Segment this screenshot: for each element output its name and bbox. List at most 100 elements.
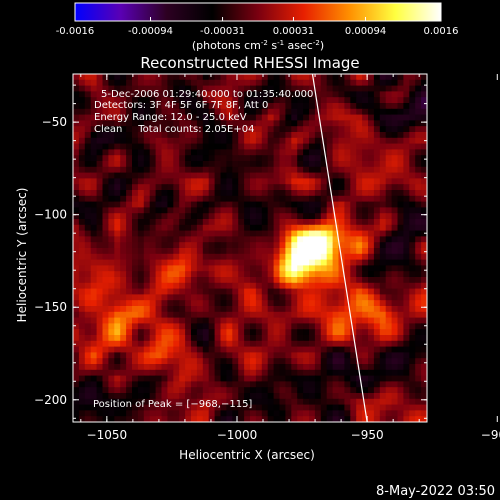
heatmap-cell bbox=[415, 79, 422, 87]
heatmap-cell bbox=[385, 85, 393, 92]
heatmap-cell bbox=[179, 248, 186, 255]
heatmap-cell bbox=[291, 103, 298, 110]
heatmap-cell bbox=[120, 288, 127, 295]
heatmap-cell bbox=[238, 172, 245, 179]
heatmap-cell bbox=[368, 329, 375, 336]
heatmap-cell bbox=[309, 126, 316, 133]
heatmap-cell bbox=[385, 329, 393, 336]
heatmap-cell bbox=[326, 393, 334, 400]
heatmap-cell bbox=[167, 79, 174, 87]
heatmap-cell bbox=[314, 149, 322, 156]
heatmap-cell bbox=[397, 74, 404, 81]
heatmap-cell bbox=[161, 126, 168, 133]
heatmap-cell bbox=[403, 335, 410, 342]
heatmap-cell bbox=[344, 91, 351, 98]
heatmap-cell bbox=[126, 224, 133, 232]
heatmap-cell bbox=[403, 381, 410, 388]
heatmap-cell bbox=[179, 265, 186, 272]
heatmap-cell bbox=[356, 265, 363, 272]
heatmap-cell bbox=[167, 74, 174, 81]
heatmap-cell bbox=[279, 149, 286, 156]
heatmap-cell bbox=[149, 161, 157, 168]
heatmap-cell bbox=[108, 219, 115, 226]
heatmap-cell bbox=[332, 381, 340, 388]
heatmap-cell bbox=[191, 236, 198, 243]
heatmap-cell bbox=[303, 201, 310, 208]
heatmap-cell bbox=[326, 74, 334, 81]
heatmap-cell bbox=[261, 404, 269, 411]
heatmap-cell bbox=[232, 352, 239, 359]
heatmap-cell bbox=[397, 282, 404, 290]
heatmap-cell bbox=[167, 277, 174, 284]
heatmap-cell bbox=[155, 230, 163, 237]
heatmap-cell bbox=[202, 306, 210, 313]
heatmap-cell bbox=[279, 381, 286, 388]
heatmap-cell bbox=[226, 311, 233, 319]
heatmap-cell bbox=[161, 306, 168, 313]
heatmap-cell bbox=[409, 120, 416, 127]
heatmap-cell bbox=[397, 190, 404, 197]
heatmap-cell bbox=[244, 137, 251, 145]
heatmap-cell bbox=[291, 346, 298, 353]
heatmap-cell bbox=[385, 375, 393, 382]
heatmap-cell bbox=[250, 213, 257, 220]
heatmap-cell bbox=[261, 340, 269, 348]
heatmap-cell bbox=[220, 294, 227, 301]
heatmap-cell bbox=[368, 195, 375, 203]
heatmap-cell bbox=[261, 224, 269, 232]
heatmap-cell bbox=[332, 271, 340, 278]
heatmap-cell bbox=[73, 329, 80, 336]
heatmap-cell bbox=[114, 335, 121, 342]
heatmap-cell bbox=[238, 132, 245, 139]
heatmap-cell bbox=[297, 126, 304, 133]
heatmap-cell bbox=[179, 224, 186, 232]
heatmap-cell bbox=[179, 410, 186, 417]
heatmap-cell bbox=[320, 248, 328, 255]
heatmap-cell bbox=[167, 288, 174, 295]
heatmap-cell bbox=[126, 242, 133, 249]
heatmap-cell bbox=[143, 329, 151, 336]
heatmap-cell bbox=[285, 172, 292, 179]
heatmap-cell bbox=[356, 74, 363, 81]
heatmap-cell bbox=[397, 103, 404, 110]
heatmap-cell bbox=[232, 346, 239, 353]
heatmap-cell bbox=[238, 166, 245, 174]
heatmap-cell bbox=[273, 126, 281, 133]
heatmap-cell bbox=[303, 172, 310, 179]
heatmap-cell bbox=[421, 352, 427, 359]
heatmap-cell bbox=[255, 224, 263, 232]
heatmap-cell bbox=[403, 300, 410, 307]
heatmap-cell bbox=[421, 329, 427, 336]
heatmap-cell bbox=[326, 387, 334, 394]
heatmap-cell bbox=[273, 166, 281, 174]
heatmap-cell bbox=[285, 375, 292, 382]
heatmap-cell bbox=[314, 381, 322, 388]
heatmap-cell bbox=[291, 410, 298, 417]
heatmap-cell bbox=[96, 132, 104, 139]
heatmap-cell bbox=[362, 265, 369, 272]
heatmap-cell bbox=[261, 311, 269, 319]
heatmap-cell bbox=[208, 166, 216, 174]
heatmap-cell bbox=[303, 190, 310, 197]
heatmap-cell bbox=[285, 329, 292, 336]
heatmap-cell bbox=[297, 149, 304, 156]
heatmap-cell bbox=[332, 207, 340, 214]
heatmap-cell bbox=[102, 103, 109, 110]
heatmap-cell bbox=[173, 404, 180, 411]
heatmap-cell bbox=[167, 346, 174, 353]
heatmap-cell bbox=[202, 132, 210, 139]
heatmap-cell bbox=[255, 79, 263, 87]
heatmap-cell bbox=[84, 97, 92, 104]
heatmap-cell bbox=[385, 219, 393, 226]
heatmap-cell bbox=[344, 166, 351, 174]
heatmap-cell bbox=[143, 97, 151, 104]
heatmap-cell bbox=[403, 265, 410, 272]
heatmap-cell bbox=[261, 161, 269, 168]
heatmap-cell bbox=[132, 149, 139, 156]
heatmap-cell bbox=[291, 323, 298, 330]
heatmap-cell bbox=[261, 85, 269, 92]
heatmap-cell bbox=[179, 103, 186, 110]
heatmap-cell bbox=[255, 178, 263, 185]
heatmap-cell bbox=[185, 393, 192, 400]
heatmap-cell bbox=[409, 79, 416, 87]
